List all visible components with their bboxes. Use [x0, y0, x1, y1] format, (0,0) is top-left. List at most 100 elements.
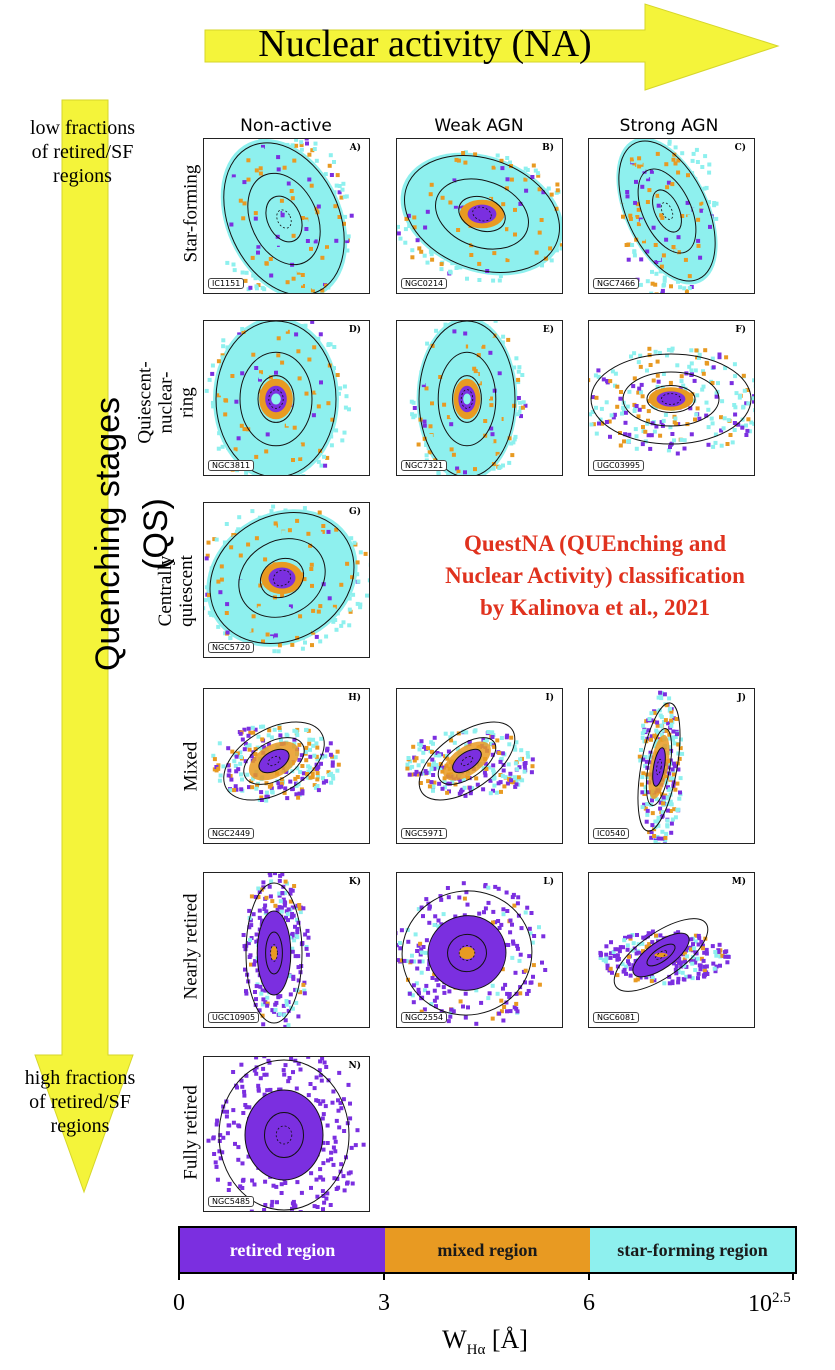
- xlabel-main: W: [442, 1325, 467, 1354]
- wha-colorbar: retired region mixed region star-forming…: [178, 1226, 797, 1274]
- galaxy-map: [241, 873, 311, 1027]
- colorbar-star-forming-segment: star-forming region: [590, 1228, 795, 1272]
- galaxy-map: [204, 504, 369, 654]
- low-fractions-note: low fractions of retired/SF regions: [0, 116, 165, 188]
- low-note-line: regions: [53, 165, 112, 187]
- colorbar-tick-label-max: 102.5: [748, 1290, 834, 1318]
- galaxy-map-panel: N) NGC5485: [203, 1056, 370, 1212]
- galaxy-name-label: UGC03995: [593, 460, 645, 471]
- galaxy-name-label: NGC7466: [593, 278, 640, 289]
- column-header-strong-agn: Strong AGN: [619, 116, 719, 136]
- panel-letter: D): [348, 325, 361, 335]
- galaxy-map-panel: M) NGC6081: [588, 872, 755, 1028]
- high-note-line: of retired/SF: [29, 1091, 131, 1113]
- tick-exponent: 2.5: [772, 1290, 791, 1306]
- panel-letter: I): [545, 693, 554, 703]
- galaxy-map: [637, 690, 685, 843]
- colorbar-tick: [178, 1272, 180, 1280]
- galaxy-map: [206, 1057, 366, 1211]
- galaxy-map-panel: K) UGC10905: [203, 872, 370, 1028]
- galaxy-map-panel: F) UGC03995: [588, 320, 755, 476]
- colorbar-tick: [383, 1272, 385, 1280]
- galaxy-map: [211, 721, 341, 803]
- column-header-weak-agn: Weak AGN: [434, 116, 524, 136]
- galaxy-name-label: NGC0214: [401, 278, 448, 289]
- galaxy-name-label: NGC5485: [208, 1196, 255, 1207]
- galaxy-map-panel: B) NGC0214: [396, 138, 563, 294]
- galaxy-map-panel: A) IC1151: [203, 138, 370, 294]
- galaxy-name-label: NGC5971: [401, 828, 448, 839]
- galaxy-map: [409, 321, 528, 475]
- galaxy-map: [220, 139, 354, 293]
- classification-line: QuestNA (QUEnching and: [463, 531, 726, 556]
- xlabel-subscript: Hα: [466, 1342, 486, 1359]
- low-note-line: low fractions: [30, 117, 135, 139]
- panel-letter: H): [348, 693, 361, 703]
- classification-line: Nuclear Activity) classification: [445, 563, 745, 588]
- galaxy-name-label: NGC2554: [401, 1012, 448, 1023]
- galaxy-map: [589, 346, 754, 456]
- panel-letter: J): [737, 693, 746, 703]
- colorbar-tick-label: 3: [378, 1290, 390, 1316]
- galaxy-map-panel: D) NGC3811: [203, 320, 370, 476]
- galaxy-name-label: UGC10905: [208, 1012, 260, 1023]
- galaxy-map: [598, 918, 731, 992]
- colorbar-tick: [792, 1272, 794, 1280]
- galaxy-name-label: NGC2449: [208, 828, 255, 839]
- high-note-line: regions: [50, 1115, 110, 1137]
- galaxy-map-panel: H) NGC2449: [203, 688, 370, 844]
- panel-letter: M): [731, 877, 746, 887]
- low-note-line: of retired/SF: [31, 141, 134, 163]
- colorbar-tick-label: 6: [583, 1290, 595, 1316]
- xlabel-unit: [Å]: [485, 1325, 528, 1354]
- galaxy-map-panel: E) NGC7321: [396, 320, 563, 476]
- galaxy-map: [204, 321, 351, 475]
- questna-classification-label: QuestNA (QUEnching and Nuclear Activity)…: [400, 528, 790, 624]
- galaxy-name-label: NGC6081: [593, 1012, 640, 1023]
- row-label-nearly-retired: Nearly retired: [180, 893, 202, 1000]
- galaxy-map-panel: I) NGC5971: [396, 688, 563, 844]
- panel-letter: C): [734, 143, 746, 153]
- galaxy-map: [616, 139, 719, 293]
- high-fractions-note: high fractions of retired/SF regions: [0, 1066, 160, 1138]
- row-label-centrally-quiescent: Centrally quiescent: [155, 555, 197, 627]
- panel-letter: F): [735, 325, 746, 335]
- high-note-line: high fractions: [24, 1067, 136, 1089]
- galaxy-map-panel: C) NGC7466: [588, 138, 755, 294]
- tick-base: 10: [748, 1291, 772, 1317]
- panel-letter: E): [542, 325, 554, 335]
- galaxy-map-panel: L) NGC2554: [396, 872, 563, 1028]
- panel-letter: N): [348, 1061, 362, 1071]
- galaxy-name-label: IC0540: [593, 828, 630, 839]
- row-label-quiescent-nuclear-ring: Quiescent- nuclear- ring: [134, 361, 198, 444]
- nuclear-activity-title: Nuclear activity (NA): [258, 23, 592, 65]
- nuclear-activity-arrow: [204, 3, 780, 91]
- panel-letter: L): [543, 877, 554, 887]
- x-axis-label: WHα [Å]: [385, 1325, 585, 1359]
- colorbar-tick-label: 0: [173, 1290, 185, 1316]
- galaxy-name-label: NGC5720: [208, 642, 255, 653]
- panel-letter: B): [542, 143, 554, 153]
- colorbar-mixed-segment: mixed region: [385, 1228, 590, 1272]
- row-label-star-forming: Star-forming: [180, 164, 202, 263]
- panel-letter: A): [349, 143, 361, 153]
- galaxy-map: [405, 721, 535, 801]
- row-label-fully-retired: Fully retired: [180, 1085, 202, 1180]
- galaxy-map: [397, 881, 548, 1026]
- row-label-mixed: Mixed: [180, 741, 202, 792]
- galaxy-map: [397, 150, 562, 283]
- panel-letter: K): [348, 877, 361, 887]
- quenching-stages-title: Quenching stages (QS): [89, 396, 175, 672]
- column-header-non-active: Non-active: [240, 116, 332, 136]
- galaxy-map-panel: J) IC0540: [588, 688, 755, 844]
- galaxy-map-panel: G) NGC5720: [203, 502, 370, 658]
- colorbar-tick: [588, 1272, 590, 1280]
- galaxy-name-label: NGC7321: [401, 460, 448, 471]
- quenching-stages-arrow: [34, 99, 134, 1194]
- panel-letter: G): [349, 507, 361, 517]
- galaxy-name-label: IC1151: [208, 278, 245, 289]
- classification-line: by Kalinova et al., 2021: [479, 595, 710, 620]
- colorbar-retired-segment: retired region: [180, 1228, 385, 1272]
- galaxy-name-label: NGC3811: [208, 460, 255, 471]
